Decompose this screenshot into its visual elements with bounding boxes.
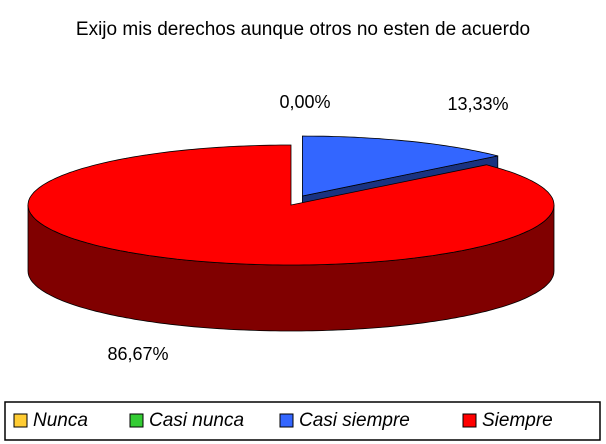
legend-label: Casi siempre	[299, 410, 410, 431]
data-label: 86,67%	[107, 344, 168, 364]
legend-label: Casi nunca	[149, 410, 244, 431]
slice	[302, 135, 498, 197]
legend-swatch	[129, 413, 144, 428]
legend-label: Nunca	[33, 410, 88, 431]
chart-title: Exijo mis derechos aunque otros no esten…	[76, 19, 530, 40]
legend-box	[4, 401, 601, 441]
data-label: 13,33%	[447, 94, 508, 114]
legend-swatch	[13, 413, 28, 428]
data-label: 0,00%	[279, 92, 330, 112]
legend-label: Siempre	[482, 410, 553, 431]
slice	[27, 144, 555, 266]
legend-swatch	[462, 413, 477, 428]
legend-swatch	[279, 413, 294, 428]
